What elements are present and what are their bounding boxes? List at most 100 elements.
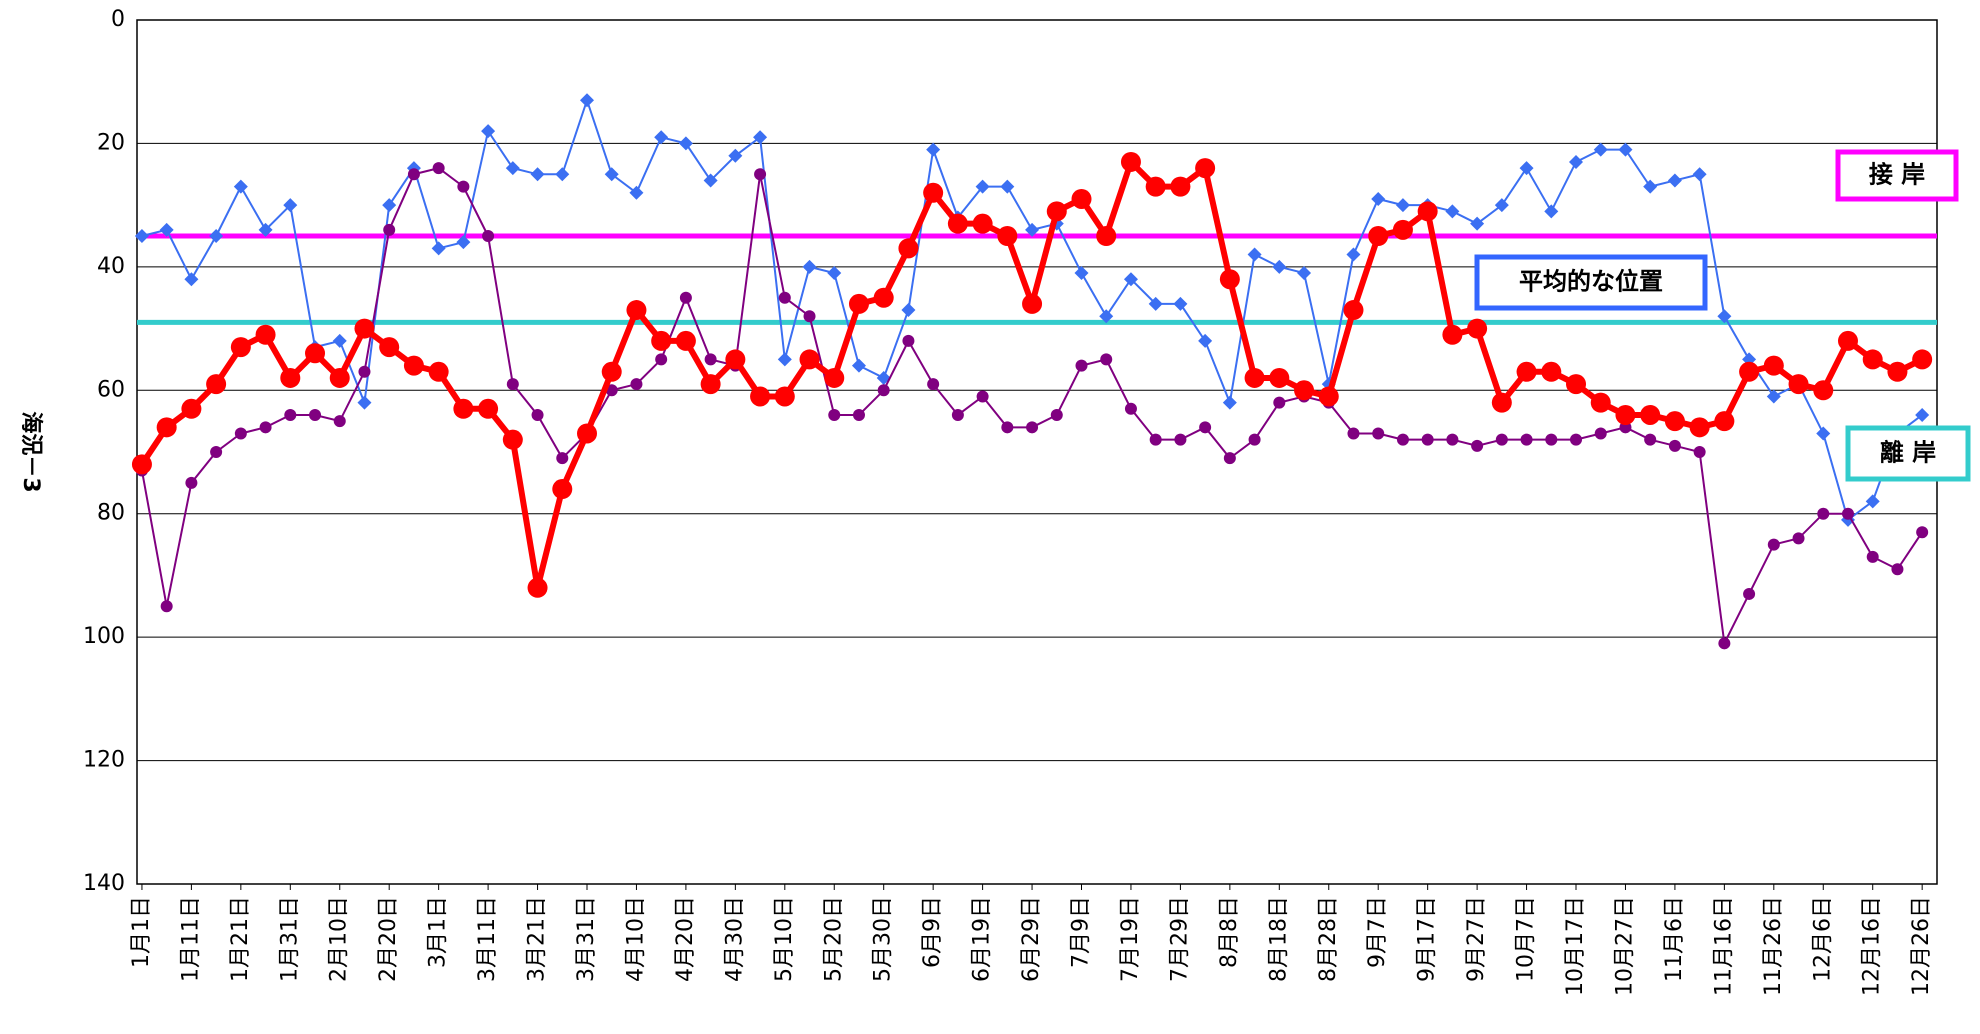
- x-tick-label: 1月21日: [228, 896, 253, 982]
- marker: [824, 367, 845, 388]
- marker: [654, 130, 669, 145]
- marker: [651, 330, 672, 351]
- marker: [379, 337, 400, 358]
- marker: [1248, 433, 1261, 446]
- x-tick-label: 1月31日: [277, 896, 302, 982]
- marker: [1124, 402, 1137, 415]
- x-tick-label: 5月10日: [772, 896, 797, 982]
- x-tick-label: 8月28日: [1316, 896, 1341, 982]
- marker: [1865, 494, 1880, 509]
- marker: [1195, 158, 1216, 179]
- marker: [531, 408, 544, 421]
- annotation-box: [1474, 254, 1708, 311]
- y-tick-label: 80: [97, 501, 125, 526]
- marker: [527, 577, 548, 598]
- marker: [552, 479, 573, 500]
- marker: [1272, 259, 1287, 274]
- marker: [329, 367, 350, 388]
- marker: [873, 287, 894, 308]
- marker: [555, 167, 570, 182]
- marker: [1640, 404, 1661, 425]
- marker: [1318, 386, 1339, 407]
- marker: [852, 408, 865, 421]
- marker: [309, 408, 322, 421]
- marker: [258, 222, 273, 237]
- marker: [1096, 226, 1117, 246]
- marker: [604, 167, 619, 182]
- marker: [185, 476, 198, 489]
- x-tick-label: 11月16日: [1711, 896, 1736, 996]
- marker: [482, 230, 495, 242]
- marker: [753, 130, 768, 145]
- marker: [1247, 247, 1262, 262]
- marker: [1223, 452, 1236, 465]
- marker: [678, 136, 693, 151]
- marker: [481, 124, 496, 139]
- marker: [1516, 361, 1537, 382]
- x-tick-label: 11月6日: [1662, 896, 1687, 982]
- marker: [181, 398, 202, 419]
- plot-area: [136, 19, 1938, 885]
- marker: [456, 235, 471, 250]
- x-tick-label: 5月30日: [871, 896, 896, 982]
- x-tick-label: 5月20日: [821, 896, 846, 982]
- marker: [803, 310, 816, 323]
- marker: [1667, 173, 1682, 188]
- annotation-box: [1845, 425, 1971, 482]
- x-tick-label: 8月8日: [1217, 896, 1242, 968]
- marker: [851, 358, 866, 373]
- marker: [1714, 411, 1735, 432]
- marker: [1170, 176, 1191, 197]
- x-tick-label: 3月31日: [574, 896, 599, 982]
- marker: [1145, 176, 1166, 197]
- marker: [577, 423, 597, 444]
- marker: [972, 213, 993, 234]
- marker: [1545, 433, 1558, 446]
- marker: [1664, 411, 1685, 432]
- marker: [210, 446, 223, 458]
- marker: [305, 343, 326, 364]
- x-tick-label: 12月16日: [1860, 896, 1885, 996]
- marker: [1837, 330, 1858, 351]
- marker: [704, 353, 717, 366]
- marker: [580, 93, 594, 108]
- marker: [156, 417, 177, 438]
- x-tick-label: 10月7日: [1514, 896, 1539, 982]
- marker: [1693, 446, 1706, 458]
- marker: [1071, 188, 1092, 209]
- x-tick-label: 9月17日: [1415, 896, 1440, 982]
- marker: [1590, 392, 1611, 413]
- x-tick-label: 7月9日: [1069, 896, 1094, 968]
- x-tick-label: 7月19日: [1118, 896, 1143, 982]
- marker: [1417, 201, 1438, 222]
- marker: [1446, 433, 1459, 446]
- marker: [1421, 433, 1434, 446]
- marker: [947, 213, 968, 234]
- marker: [502, 429, 523, 450]
- marker: [280, 367, 301, 388]
- marker: [1222, 395, 1237, 410]
- marker: [975, 179, 990, 194]
- marker: [902, 334, 915, 347]
- marker: [1763, 355, 1784, 376]
- marker: [1495, 433, 1508, 446]
- x-tick-label: 12月26日: [1909, 896, 1934, 996]
- marker: [1841, 507, 1854, 520]
- marker: [333, 415, 346, 428]
- marker: [184, 272, 199, 287]
- marker: [206, 374, 227, 395]
- marker: [1491, 392, 1512, 413]
- marker: [1026, 421, 1039, 434]
- marker: [1442, 324, 1463, 345]
- y-axis-title: 海況－3: [18, 411, 44, 492]
- y-tick-label: 20: [97, 130, 125, 155]
- annotation-box: [1835, 149, 1959, 202]
- marker: [159, 222, 174, 237]
- marker: [1025, 222, 1040, 237]
- marker: [1544, 204, 1559, 219]
- marker: [1813, 380, 1834, 401]
- marker: [1566, 374, 1587, 395]
- marker: [1368, 226, 1389, 246]
- x-tick-label: 4月30日: [722, 896, 747, 982]
